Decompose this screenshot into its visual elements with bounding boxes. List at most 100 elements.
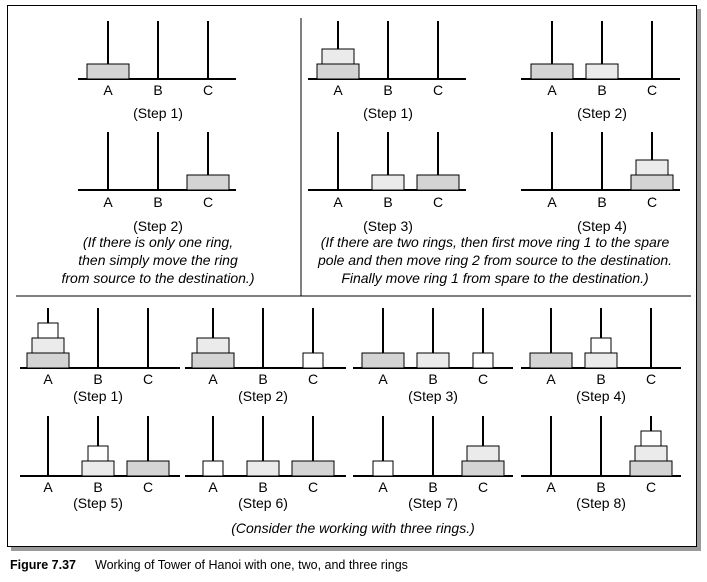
three-rings-step-4-ring-M xyxy=(584,352,618,369)
three-rings-step-5-pole-label-a: A xyxy=(43,479,53,495)
two-rings-step-4-pole-label-c: C xyxy=(647,194,657,210)
two-rings-step-2-pole-label-c: C xyxy=(647,82,657,98)
three-rings-step-3-ring-S xyxy=(472,352,494,369)
two-rings-note-line-3: Finally move ring 1 from spare to the de… xyxy=(341,270,648,286)
figure-frame: A B C (Step 1) A B C (Step 2) (If there is only … xyxy=(7,5,697,547)
three-rings-step-5-ring-S xyxy=(87,445,109,462)
one-ring-step-1-pole-label-b: B xyxy=(153,82,162,98)
two-rings-step-4-pole-label-a: A xyxy=(547,194,557,210)
three-rings-step-8-ring-S xyxy=(640,430,662,447)
two-rings-note-line-2: pole and then move ring 2 from source to… xyxy=(317,252,672,268)
one-ring-step-1-label: (Step 1) xyxy=(133,105,183,121)
three-rings-step-4-pole-label-b: B xyxy=(596,371,605,387)
two-rings-step-1-ring-L xyxy=(316,63,360,80)
two-rings-step-3-label: (Step 3) xyxy=(363,218,413,234)
three-rings-step-3-pole-label-b: B xyxy=(428,371,437,387)
three-rings-step-4-ring-S xyxy=(590,337,612,354)
three-rings-step-7-ring-S xyxy=(372,460,394,477)
three-rings-step-3-ring-L xyxy=(361,352,405,369)
one-ring-step-2-pole-label-a: A xyxy=(103,194,113,210)
three-rings-step-7-ring-L xyxy=(461,460,505,477)
two-rings-step-1-pole-label-c: C xyxy=(433,82,443,98)
two-rings-step-3-ring-M xyxy=(371,174,405,191)
two-rings-step-4-ring-M xyxy=(635,159,669,176)
three-rings-step-6-label: (Step 6) xyxy=(238,495,288,511)
three-rings-step-2-pole-label-b: B xyxy=(258,371,267,387)
two-rings-step-3-pole-label-a: A xyxy=(333,194,343,210)
three-rings-step-8-pole-label-c: C xyxy=(646,479,656,495)
one-ring-step-1-ring-L xyxy=(86,63,130,80)
three-rings-step-2-pole-label-a: A xyxy=(208,371,218,387)
three-rings-step-8-label: (Step 8) xyxy=(576,495,626,511)
two-rings-step-1-pole-label-b: B xyxy=(383,82,392,98)
two-rings-step-3-pole-label-b: B xyxy=(383,194,392,210)
three-rings-step-6-pole-label-b: B xyxy=(258,479,267,495)
three-rings-note: (Consider the working with three rings.) xyxy=(231,520,475,536)
three-rings-step-6-pole-label-c: C xyxy=(308,479,318,495)
three-rings-step-8-pole-label-b: B xyxy=(596,479,605,495)
three-rings-step-2-label: (Step 2) xyxy=(238,388,288,404)
two-rings-step-4-label: (Step 4) xyxy=(577,218,627,234)
two-rings-step-4-pole-label-b: B xyxy=(597,194,606,210)
figure-number: Figure 7.37 xyxy=(10,558,76,572)
three-rings-step-5-ring-M xyxy=(81,460,115,477)
two-rings-step-2-pole-label-a: A xyxy=(547,82,557,98)
three-rings-step-3-label: (Step 3) xyxy=(408,388,458,404)
three-rings-step-2-ring-M xyxy=(196,337,230,354)
one-ring-note-line-3: from source to the destination.) xyxy=(62,270,255,286)
two-rings-step-3-pole-label-c: C xyxy=(433,194,443,210)
one-ring-step-2-label: (Step 2) xyxy=(133,218,183,234)
figure-caption-text: Working of Tower of Hanoi with one, two,… xyxy=(95,558,408,572)
three-rings-step-2-ring-L xyxy=(191,352,235,369)
three-rings-step-2-pole-label-c: C xyxy=(308,371,318,387)
three-rings-step-5-pole-label-b: B xyxy=(93,479,102,495)
three-rings-step-8-pole-label-a: A xyxy=(546,479,556,495)
one-ring-step-1-pole-label-a: A xyxy=(103,82,113,98)
tower-of-hanoi-diagram: A B C(Step 1)A B C(Step 2)(If there is only … xyxy=(16,18,691,536)
three-rings-step-6-ring-M xyxy=(246,460,280,477)
three-rings-step-1-ring-S xyxy=(37,322,59,339)
three-rings-step-6-ring-L xyxy=(291,460,335,477)
three-rings-step-3-pole-label-c: C xyxy=(478,371,488,387)
one-ring-step-2-pole-label-b: B xyxy=(153,194,162,210)
three-rings-step-2-ring-S xyxy=(302,352,324,369)
three-rings-step-1-pole-label-a: A xyxy=(43,371,53,387)
three-rings-step-1-pole-label-b: B xyxy=(93,371,102,387)
three-rings-step-3-ring-M xyxy=(416,352,450,369)
two-rings-step-2-pole-label-b: B xyxy=(597,82,606,98)
three-rings-step-5-ring-L xyxy=(126,460,170,477)
three-rings-step-8-ring-M xyxy=(634,445,668,462)
figure-caption: Figure 7.37 Working of Tower of Hanoi wi… xyxy=(7,556,697,578)
two-rings-step-1-pole-label-a: A xyxy=(333,82,343,98)
three-rings-step-7-pole-label-b: B xyxy=(428,479,437,495)
three-rings-step-4-ring-L xyxy=(529,352,573,369)
three-rings-step-5-label: (Step 5) xyxy=(73,495,123,511)
one-ring-step-1-pole-label-c: C xyxy=(203,82,213,98)
three-rings-step-8-ring-L xyxy=(629,460,673,477)
two-rings-step-4-ring-L xyxy=(630,174,674,191)
one-ring-step-2-ring-L xyxy=(186,174,230,191)
three-rings-step-4-pole-label-a: A xyxy=(546,371,556,387)
one-ring-note-line-2: then simply move the ring xyxy=(78,252,238,268)
three-rings-step-7-ring-M xyxy=(466,445,500,462)
three-rings-step-1-ring-L xyxy=(26,352,70,369)
three-rings-step-3-pole-label-a: A xyxy=(378,371,388,387)
three-rings-step-7-pole-label-a: A xyxy=(378,479,388,495)
two-rings-step-3-ring-L xyxy=(416,174,460,191)
three-rings-step-7-label: (Step 7) xyxy=(408,495,458,511)
two-rings-step-2-ring-L xyxy=(530,63,574,80)
two-rings-step-2-ring-M xyxy=(585,63,619,80)
three-rings-step-6-ring-S xyxy=(202,460,224,477)
three-rings-step-4-label: (Step 4) xyxy=(576,388,626,404)
one-ring-note-line-1: (If there is only one ring, xyxy=(83,234,233,250)
two-rings-step-1-label: (Step 1) xyxy=(363,105,413,121)
three-rings-step-6-pole-label-a: A xyxy=(208,479,218,495)
three-rings-step-4-pole-label-c: C xyxy=(646,371,656,387)
two-rings-note-line-1: (If there are two rings, then first move… xyxy=(321,234,670,250)
three-rings-step-5-pole-label-c: C xyxy=(143,479,153,495)
three-rings-step-1-ring-M xyxy=(31,337,65,354)
three-rings-step-1-label: (Step 1) xyxy=(73,388,123,404)
two-rings-step-1-ring-M xyxy=(321,48,355,65)
three-rings-step-7-pole-label-c: C xyxy=(478,479,488,495)
two-rings-step-2-label: (Step 2) xyxy=(577,105,627,121)
